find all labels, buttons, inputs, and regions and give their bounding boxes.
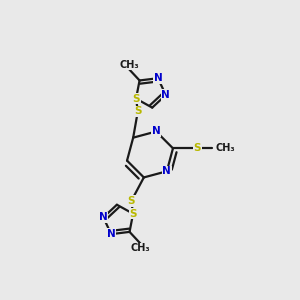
Text: N: N (152, 127, 161, 136)
Text: S: S (134, 106, 142, 116)
Text: CH₃: CH₃ (215, 143, 235, 153)
Text: N: N (161, 90, 170, 100)
Text: CH₃: CH₃ (119, 60, 139, 70)
Text: CH₃: CH₃ (130, 243, 150, 253)
Text: N: N (154, 73, 162, 83)
Text: S: S (128, 196, 135, 206)
Text: N: N (162, 166, 171, 176)
Text: S: S (132, 94, 140, 103)
Text: N: N (107, 229, 116, 239)
Text: S: S (194, 143, 201, 153)
Text: S: S (129, 209, 137, 219)
Text: N: N (99, 212, 108, 222)
